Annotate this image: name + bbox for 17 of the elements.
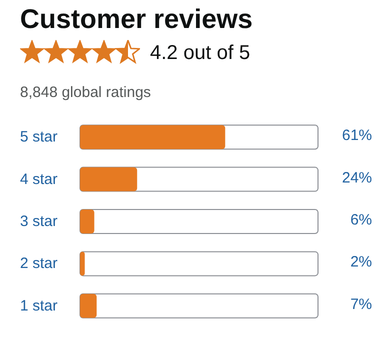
- bar: [80, 210, 94, 234]
- text: 8,848 global ratings: [20, 84, 151, 101]
- bar: [80, 252, 85, 276]
- chart-title: Customer reviews: [20, 4, 253, 35]
- data-label: 7%: [350, 296, 372, 313]
- data-label: 6%: [350, 212, 372, 228]
- bar: [80, 167, 138, 192]
- y-tick-label: 5 star: [20, 128, 58, 146]
- data-label: 24%: [342, 169, 372, 186]
- data-label: 61%: [342, 127, 372, 144]
- bar: [80, 294, 97, 318]
- y-tick-label: 2 star: [20, 255, 58, 272]
- chart-subtitle: 4.2 out of 5: [150, 42, 250, 65]
- y-tick-label: 3 star: [20, 213, 58, 230]
- y-tick-label: 4 star: [20, 170, 58, 188]
- data-label: 2%: [350, 254, 372, 271]
- y-tick-label: 1 star: [20, 297, 58, 314]
